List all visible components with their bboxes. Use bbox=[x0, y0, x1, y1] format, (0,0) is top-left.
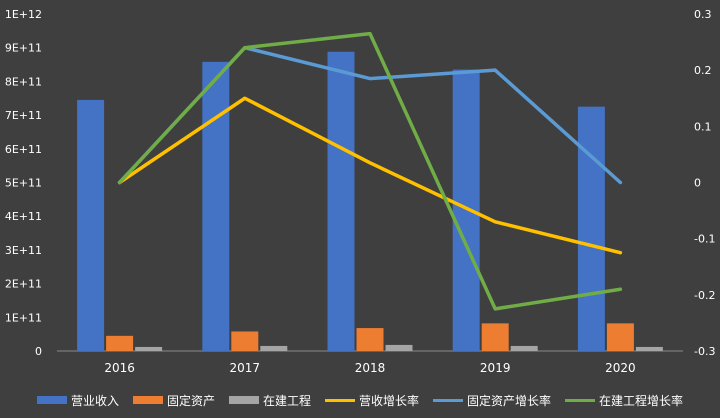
bar-在建工程-2020 bbox=[635, 346, 663, 351]
legend-item: 营业收入 bbox=[36, 392, 119, 409]
y-tick-label: 4E+11 bbox=[5, 210, 42, 223]
x-tick-label: 2019 bbox=[480, 361, 511, 375]
bar-营业收入-2020 bbox=[577, 106, 605, 351]
legend-swatch bbox=[228, 396, 259, 404]
y-tick-label: 1E+12 bbox=[5, 8, 42, 21]
y2-tick-label: -0.2 bbox=[694, 289, 715, 302]
y2-tick-label: 0 bbox=[694, 177, 701, 190]
bar-营业收入-2019 bbox=[452, 69, 480, 351]
bar-固定资产-2020 bbox=[606, 323, 634, 351]
bar-在建工程-2017 bbox=[260, 345, 288, 351]
y-tick-label: 0 bbox=[35, 345, 42, 358]
legend-label: 固定资产增长率 bbox=[467, 393, 552, 408]
line-在建工程增长率 bbox=[117, 31, 623, 311]
y-tick-label: 3E+11 bbox=[5, 244, 42, 257]
y2-tick-label: 0.3 bbox=[694, 8, 712, 21]
bar-在建工程-2019 bbox=[510, 345, 538, 351]
legend-label: 在建工程增长率 bbox=[599, 393, 684, 408]
legend-label: 营业收入 bbox=[70, 393, 119, 408]
legend: 营业收入 固定资产 在建工程 营收增长率 固定资产增长率 在建工程增长率 bbox=[0, 390, 720, 410]
y-axis-left: 0 1E+11 2E+11 3E+11 4E+11 5E+11 6E+11 7E+11 8E+1… bbox=[5, 8, 42, 358]
bar-固定资产-2016 bbox=[106, 335, 134, 351]
y-tick-label: 6E+11 bbox=[5, 143, 42, 156]
x-axis-ticks: 2016 2017 2018 2019 2020 bbox=[104, 361, 635, 375]
legend-item: 固定资产 bbox=[132, 392, 215, 409]
y-tick-label: 2E+11 bbox=[5, 278, 42, 291]
legend-item: 营收增长率 bbox=[325, 392, 419, 409]
y-tick-label: 9E+11 bbox=[5, 42, 42, 55]
bar-固定资产-2019 bbox=[481, 323, 509, 351]
x-tick-label: 2020 bbox=[605, 361, 636, 375]
legend-label: 营收增长率 bbox=[359, 393, 420, 408]
bar-营业收入-2018 bbox=[327, 51, 355, 352]
legend-swatch bbox=[325, 398, 355, 402]
y2-tick-label: 0.2 bbox=[694, 64, 712, 77]
legend-swatch bbox=[433, 398, 464, 402]
legend-label: 固定资产 bbox=[166, 393, 215, 408]
y2-tick-label: -0.1 bbox=[694, 233, 715, 246]
x-tick-label: 2017 bbox=[230, 361, 261, 375]
bar-固定资产-2017 bbox=[231, 331, 259, 351]
legend-swatch bbox=[36, 396, 67, 404]
y2-tick-label: 0.1 bbox=[694, 120, 712, 133]
bar-营业收入-2016 bbox=[77, 99, 105, 351]
y-tick-label: 8E+11 bbox=[5, 75, 42, 88]
y-tick-label: 5E+11 bbox=[5, 177, 42, 190]
line-营收增长率 bbox=[117, 96, 623, 255]
legend-swatch bbox=[132, 396, 163, 404]
bar-营业收入-2017 bbox=[202, 61, 230, 351]
bar-在建工程-2018 bbox=[385, 344, 413, 351]
bar-固定资产-2018 bbox=[356, 328, 384, 351]
line-series-group bbox=[117, 31, 623, 311]
y2-tick-label: -0.3 bbox=[694, 345, 715, 358]
bar-series-group bbox=[77, 51, 663, 352]
bar-在建工程-2016 bbox=[135, 346, 163, 351]
x-tick-label: 2016 bbox=[104, 361, 135, 375]
legend-label: 在建工程 bbox=[262, 393, 311, 408]
y-tick-label: 7E+11 bbox=[5, 109, 42, 122]
legend-item: 在建工程 bbox=[228, 392, 311, 409]
y-tick-label: 1E+11 bbox=[5, 311, 42, 324]
legend-item: 固定资产增长率 bbox=[433, 392, 551, 409]
x-tick-label: 2018 bbox=[355, 361, 386, 375]
y-axis-right: -0.3 -0.2 -0.1 0 0.1 0.2 0.3 bbox=[694, 8, 715, 358]
legend-swatch bbox=[565, 398, 596, 402]
legend-item: 在建工程增长率 bbox=[565, 392, 683, 409]
